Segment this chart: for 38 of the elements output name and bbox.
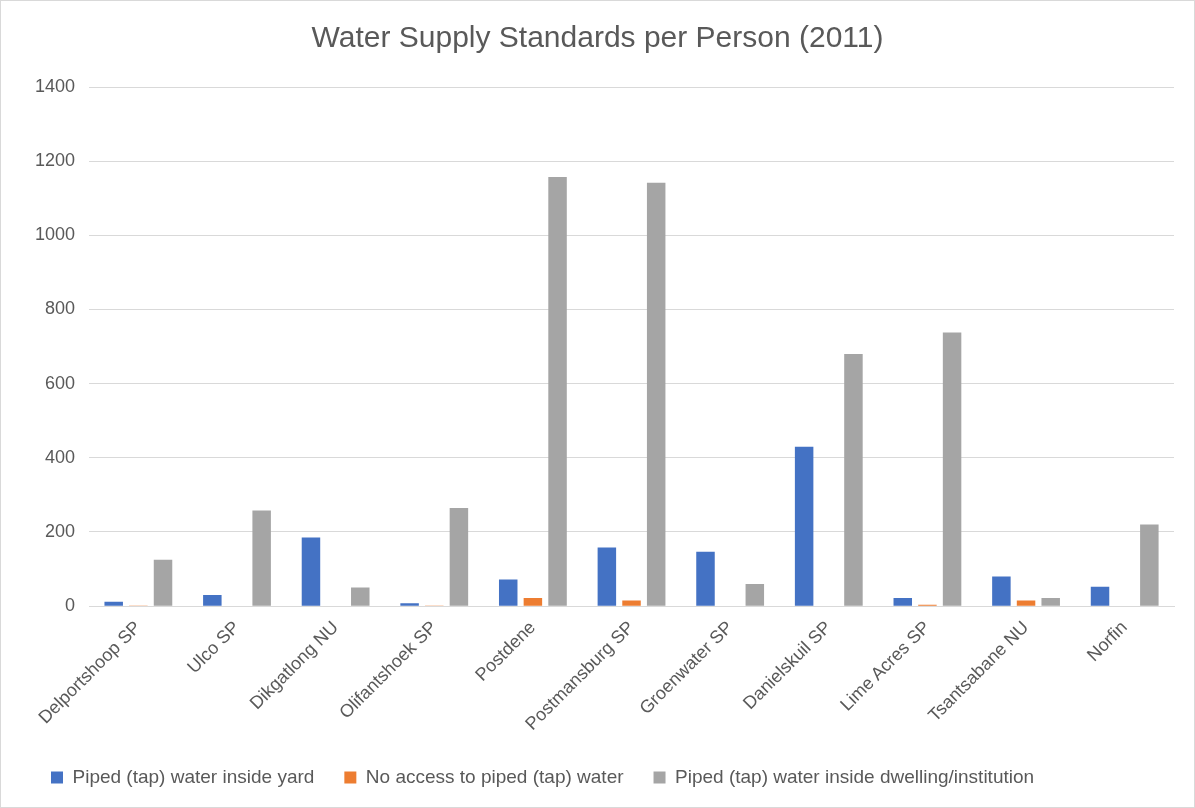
bar [1140, 524, 1159, 606]
y-tick-label: 1000 [35, 224, 76, 245]
bar [548, 177, 567, 606]
x-tick-label: Ulco SP [183, 616, 244, 678]
bar [646, 182, 666, 606]
bar [449, 507, 469, 606]
bar [794, 446, 814, 606]
legend-label: Piped (tap) water inside dwelling/institution [675, 765, 1035, 787]
y-tick-label: 0 [65, 595, 76, 616]
bar [1016, 600, 1036, 606]
legend-label: Piped (tap) water inside yard [72, 765, 315, 787]
bar [400, 603, 419, 606]
bar [696, 551, 715, 606]
chart-title: Water Supply Standards per Person (2011) [311, 20, 884, 54]
bar [351, 587, 370, 606]
bar [597, 547, 617, 606]
y-tick-label: 1200 [35, 150, 76, 171]
bar [844, 353, 863, 606]
bar [622, 600, 641, 606]
bar [893, 597, 913, 606]
bar [301, 537, 321, 606]
bar [1090, 586, 1110, 606]
bar [203, 595, 222, 606]
bar [153, 559, 173, 606]
y-tick-label: 1400 [35, 75, 76, 96]
y-tick-label: 600 [45, 372, 76, 393]
y-tick-label: 800 [45, 298, 76, 319]
bar [498, 579, 518, 606]
bar [992, 576, 1011, 606]
y-tick-label: 200 [45, 520, 76, 541]
bar [745, 583, 765, 606]
y-tick-label: 400 [45, 446, 76, 467]
bar [942, 332, 962, 606]
bar [252, 510, 271, 606]
bar [1041, 597, 1060, 606]
bar [523, 597, 543, 606]
bar [104, 601, 123, 606]
legend-label: No access to piped (tap) water [365, 765, 625, 787]
